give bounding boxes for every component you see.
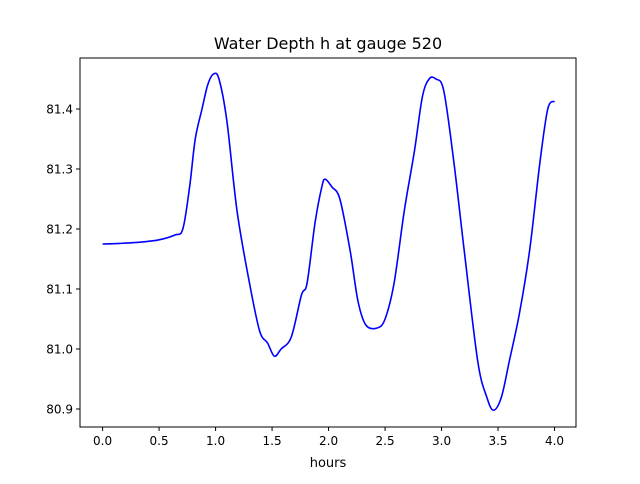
x-tick-label: 2.5: [376, 434, 395, 448]
x-tick-label: 1.5: [263, 434, 282, 448]
x-tick-label: 3.5: [488, 434, 507, 448]
y-tick-label: 81.3: [46, 163, 73, 177]
x-tick-label: 1.0: [206, 434, 225, 448]
chart-title: Water Depth h at gauge 520: [214, 34, 442, 53]
plot-frame: [79, 57, 577, 428]
x-tick-label: 0.0: [93, 434, 112, 448]
x-tick-label: 0.5: [150, 434, 169, 448]
series-line-h: [102, 72, 556, 412]
y-tick-label: 80.9: [46, 403, 73, 417]
y-tick-label: 81.1: [46, 283, 73, 297]
x-tick-label: 3.0: [432, 434, 451, 448]
x-tick-label: 2.0: [319, 434, 338, 448]
x-tick-label: 4.0: [545, 434, 564, 448]
y-tick-label: 81.2: [46, 223, 73, 237]
x-axis-label: hours: [310, 456, 347, 471]
y-tick-label: 81.4: [46, 103, 73, 117]
y-tick-label: 81.0: [46, 343, 73, 357]
